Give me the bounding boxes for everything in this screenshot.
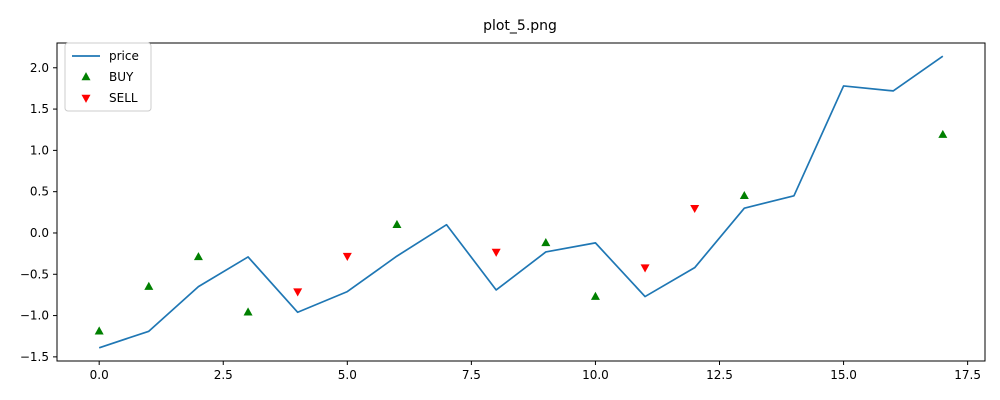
marker-buy	[739, 190, 749, 200]
legend-label: BUY	[109, 70, 134, 84]
marker-buy	[243, 307, 253, 316]
y-tick-label: 0.5	[30, 185, 49, 199]
x-tick-label: 17.5	[954, 368, 981, 382]
marker-buy	[94, 326, 104, 335]
y-tick-label: 1.5	[30, 102, 49, 116]
marker-buy	[541, 238, 551, 247]
plot-area	[94, 55, 948, 349]
x-tick-label: 2.5	[214, 368, 233, 382]
legend-box	[64, 42, 152, 112]
y-tick-label: 1.0	[30, 143, 49, 157]
x-axis: 0.0 2.5 5.0 7.5 10.0 12.5 15.0 17.5	[90, 361, 981, 382]
y-axis: −1.5 −1.0 −0.5 0.0 0.5 1.0 1.5 2.0	[20, 61, 57, 364]
marker-buy	[938, 129, 948, 138]
marker-sell	[690, 204, 700, 214]
y-tick-label: 0.0	[30, 226, 49, 240]
x-tick-label: 15.0	[830, 368, 857, 382]
y-tick-label: −1.0	[20, 309, 49, 323]
marker-buy	[144, 281, 154, 290]
y-tick-label: −0.5	[20, 267, 49, 281]
axes-frame	[56, 42, 986, 362]
x-tick-label: 5.0	[338, 368, 357, 382]
x-tick-label: 7.5	[462, 368, 481, 382]
chart-title: plot_5.png	[483, 18, 557, 34]
legend-swatch-sell	[81, 94, 91, 103]
y-tick-label: −1.5	[20, 350, 49, 364]
legend-label: SELL	[109, 91, 138, 105]
x-tick-label: 0.0	[90, 368, 109, 382]
legend-label: price	[109, 49, 139, 63]
legend-swatch-buy	[81, 72, 91, 81]
marker-buy	[590, 291, 600, 300]
x-tick-label: 12.5	[706, 368, 733, 382]
marker-sell	[342, 252, 352, 261]
legend: price BUY SELL	[64, 42, 152, 112]
y-tick-label: 2.0	[30, 61, 49, 75]
series-line-price	[98, 55, 944, 349]
marker-sell	[293, 288, 303, 297]
marker-sell	[491, 248, 501, 257]
marker-sell	[640, 264, 650, 273]
x-tick-label: 10.0	[582, 368, 609, 382]
marker-buy	[392, 219, 402, 228]
marker-buy	[193, 252, 203, 261]
